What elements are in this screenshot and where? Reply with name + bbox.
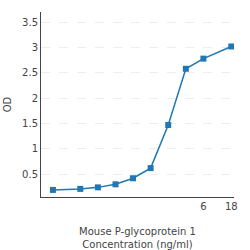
svg-text:2.5: 2.5 <box>22 67 38 78</box>
svg-text:0.5: 0.5 <box>22 169 38 180</box>
svg-text:3: 3 <box>32 42 38 53</box>
svg-text:Mouse P-glycoprotein 1Concentr: Mouse P-glycoprotein 1Concentration (ng/… <box>79 226 196 250</box>
svg-text:3.5: 3.5 <box>22 17 38 28</box>
svg-text:1: 1 <box>32 143 38 154</box>
svg-text:6: 6 <box>200 201 206 212</box>
svg-text:18: 18 <box>225 201 238 212</box>
svg-text:2: 2 <box>32 93 38 104</box>
svg-text:OD: OD <box>2 96 13 112</box>
svg-text:1.5: 1.5 <box>22 118 38 129</box>
